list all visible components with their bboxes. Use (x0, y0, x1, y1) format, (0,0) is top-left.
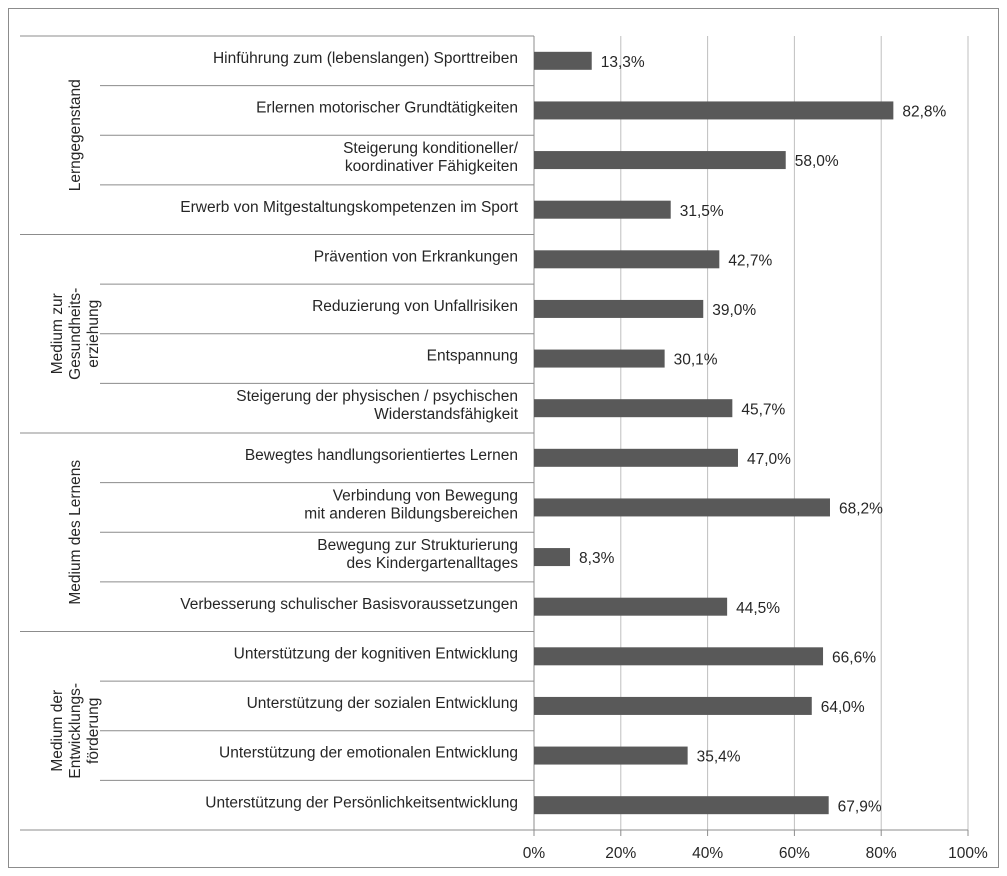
category-label: Reduzierung von Unfallrisiken (312, 298, 518, 315)
category-label: Erwerb von Mitgestaltungskompetenzen im … (180, 199, 518, 216)
value-label: 58,0% (795, 153, 839, 170)
x-tick-label: 40% (692, 845, 723, 862)
bar (534, 51, 592, 70)
bar (534, 399, 733, 418)
value-label: 8,3% (579, 550, 615, 567)
category-label: Erlernen motorischer Grundtätigkeiten (256, 100, 518, 117)
group-label: Medium zurGesundheits-erziehung (49, 288, 102, 380)
bar (534, 548, 571, 567)
bar (534, 597, 728, 616)
value-label: 45,7% (741, 401, 785, 418)
value-label: 68,2% (839, 501, 883, 518)
value-label: 47,0% (747, 451, 791, 468)
x-tick-label: 0% (523, 845, 546, 862)
x-tick-label: 60% (779, 845, 810, 862)
group-label: Medium des Lernens (67, 460, 84, 605)
category-label: Bewegung zur Strukturierung des Kindergar… (317, 537, 518, 572)
value-label: 39,0% (712, 302, 756, 319)
x-tick-label: 80% (866, 845, 897, 862)
value-label: 30,1% (674, 352, 718, 369)
category-label: Steigerung der physischen / psychischen W… (236, 388, 518, 423)
category-label: Hinführung zum (lebenslangen) Sporttreib… (213, 50, 518, 67)
category-label: Unterstützung der Persönlichkeitsentwick… (205, 794, 518, 811)
x-tick-label: 100% (948, 845, 988, 862)
category-label: Verbesserung schulischer Basisvoraussetz… (180, 596, 518, 613)
value-label: 67,9% (838, 798, 882, 815)
group-label: Lerngegenstand (67, 79, 84, 191)
bar (534, 299, 704, 318)
value-label: 66,6% (832, 649, 876, 666)
value-label: 31,5% (680, 203, 724, 220)
bar (534, 250, 720, 269)
bar (534, 746, 688, 765)
bar (534, 349, 665, 368)
category-label: Unterstützung der sozialen Entwicklung (247, 695, 518, 712)
bar (534, 151, 786, 170)
bar (534, 200, 671, 219)
bar (534, 696, 812, 715)
bar (534, 647, 824, 666)
value-label: 64,0% (821, 699, 865, 716)
value-label: 42,7% (728, 252, 772, 269)
category-label: Entspannung (427, 348, 518, 365)
category-label: Unterstützung der kognitiven Entwicklung (234, 645, 518, 662)
value-label: 44,5% (736, 600, 780, 617)
chart-border (8, 8, 999, 868)
group-label: Medium derEntwicklungs-förderung (49, 683, 102, 779)
value-label: 82,8% (902, 104, 946, 121)
value-label: 13,3% (601, 54, 645, 71)
value-label: 35,4% (697, 749, 741, 766)
bar (534, 101, 894, 120)
category-label: Prävention von Erkrankungen (314, 248, 518, 265)
bar (534, 796, 829, 815)
bar (534, 448, 738, 467)
category-label: Verbindung von Bewegung mit anderen Bildu… (304, 488, 518, 523)
category-label: Steigerung konditioneller/koordinativer … (343, 140, 519, 175)
category-label: Unterstützung der emotionalen Entwicklun… (219, 745, 518, 762)
category-label: Bewegtes handlungsorientiertes Lernen (245, 447, 518, 464)
bar (534, 498, 830, 517)
x-tick-label: 20% (605, 845, 636, 862)
